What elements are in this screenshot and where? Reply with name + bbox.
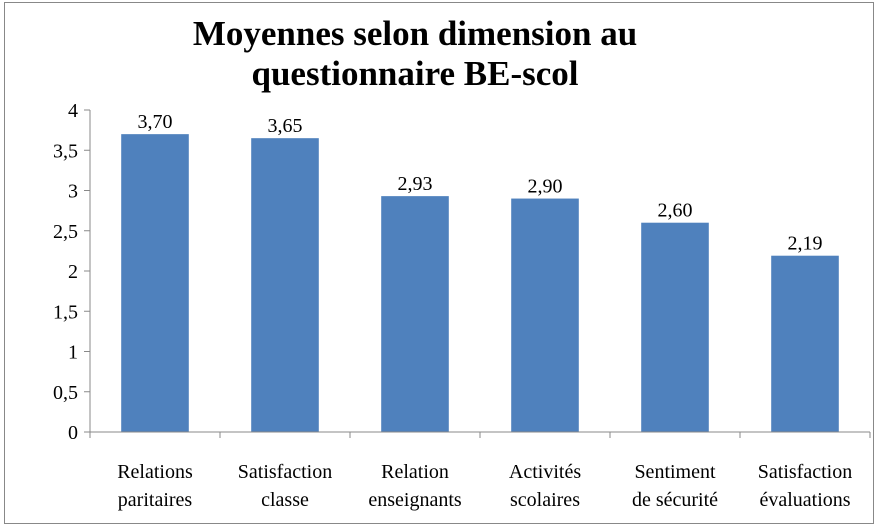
bar — [641, 222, 709, 432]
x-tick-label: Relations — [117, 461, 193, 483]
x-tick-label: enseignants — [368, 489, 462, 511]
chart-title: Moyennes selon dimension au questionnair… — [192, 14, 638, 93]
y-tick-label: 1 — [68, 342, 78, 364]
y-tick-label: 0 — [68, 422, 78, 444]
x-tick-label: scolaires — [510, 489, 580, 511]
y-tick-label: 2 — [68, 261, 78, 283]
value-label: 2,93 — [398, 173, 433, 195]
y-tick-label: 3 — [68, 181, 78, 203]
bar — [381, 196, 449, 432]
x-tick-label: Sentiment — [634, 461, 716, 483]
value-label: 3,65 — [268, 115, 303, 137]
bar — [251, 138, 319, 433]
x-tick-label: Activités — [509, 461, 581, 483]
value-label: 2,19 — [788, 233, 823, 255]
value-label: 3,70 — [138, 111, 173, 133]
y-tick-label: 2,5 — [53, 221, 78, 243]
x-tick-label: Relation — [381, 461, 449, 483]
y-tick-label: 1,5 — [53, 301, 78, 323]
bar — [511, 198, 579, 432]
x-tick-label: évaluations — [759, 489, 850, 511]
x-tick-label: paritaires — [118, 489, 193, 511]
x-tick-label: de sécurité — [632, 489, 718, 511]
bar — [121, 134, 189, 432]
y-tick-label: 3,5 — [53, 140, 78, 162]
y-tick-label: 0,5 — [53, 382, 78, 404]
value-label: 2,90 — [528, 176, 563, 198]
value-label: 2,60 — [658, 200, 693, 222]
bar — [771, 255, 839, 432]
x-tick-label: Satisfaction — [238, 461, 332, 483]
x-tick-label: classe — [261, 489, 309, 511]
x-tick-label: Satisfaction — [758, 461, 852, 483]
y-tick-label: 4 — [68, 100, 78, 122]
